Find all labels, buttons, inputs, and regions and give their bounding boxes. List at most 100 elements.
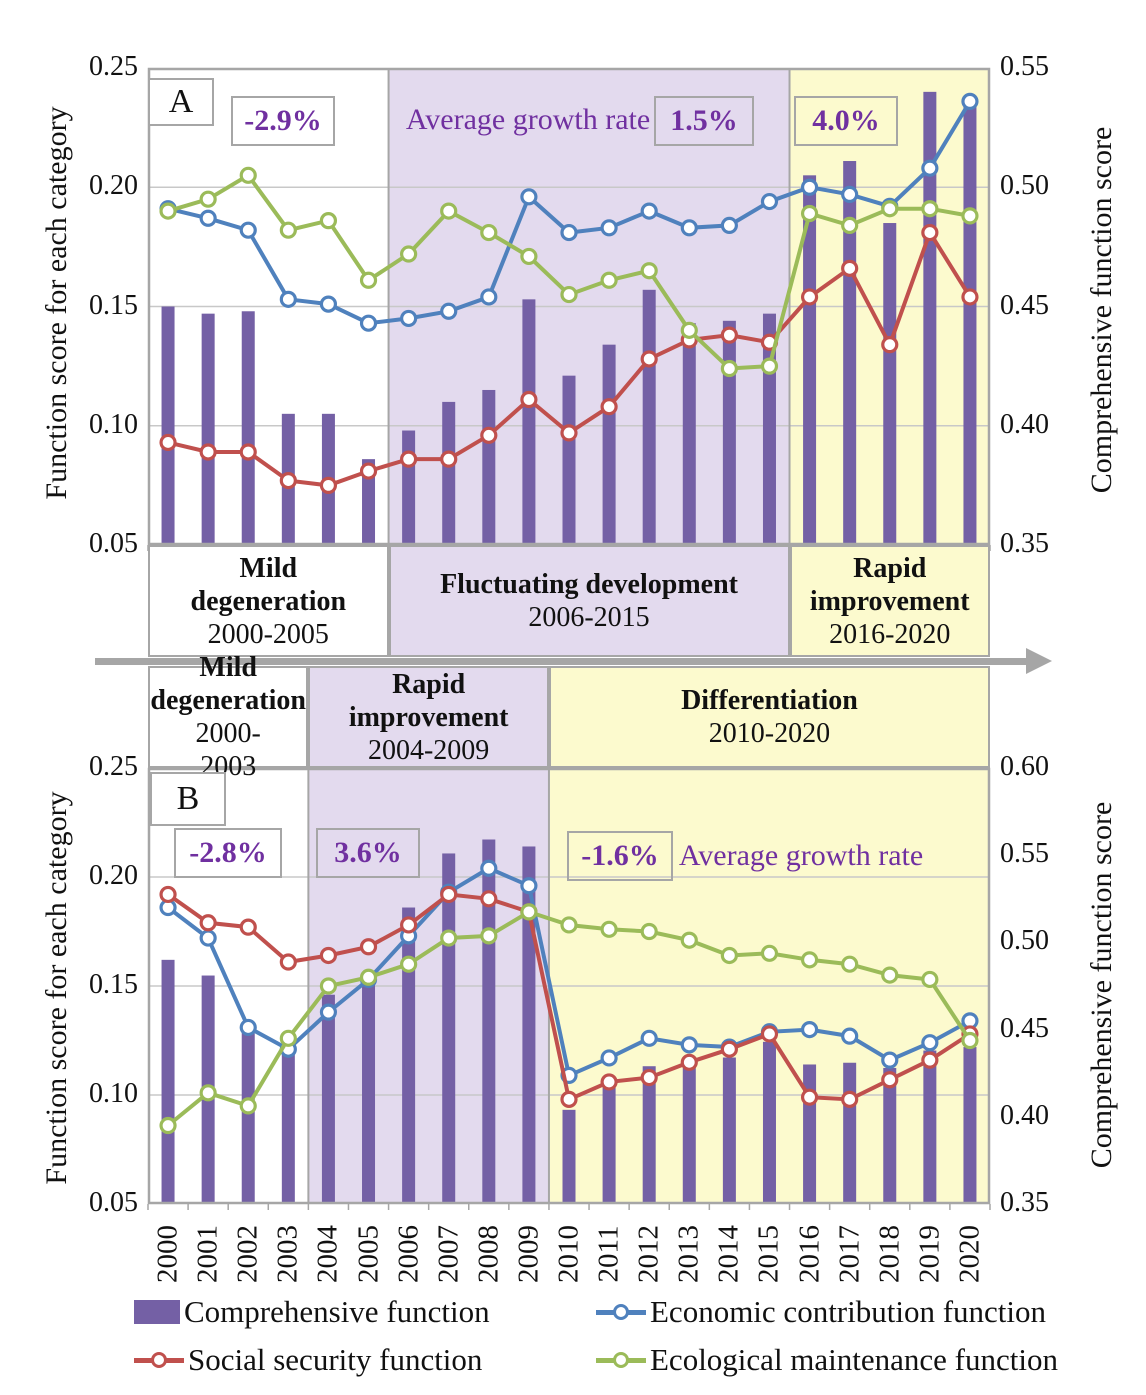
- panel-b-economic-marker-2018: [881, 1051, 899, 1069]
- panel-a-ecological-marker-2006: [400, 245, 418, 263]
- panel-b-bar-2006: [402, 907, 416, 1204]
- panel-a-social-marker-2004: [319, 476, 338, 494]
- panel-a-social-marker-2010: [560, 424, 578, 442]
- panel-b-bar-2019: [923, 1050, 937, 1204]
- x-axis-year-2006: 2006: [392, 1225, 425, 1283]
- panel-a-phase-0-name: Mild degeneration: [190, 552, 347, 617]
- panel-b-economic-marker-2016: [800, 1021, 819, 1039]
- panel-a-social-marker-2008: [480, 426, 498, 444]
- panel-a-left-tick: 0.10: [89, 408, 138, 440]
- panel-a-phase-2: Rapid improvement 2016-2020: [789, 545, 990, 657]
- panel-a-bar-2011: [602, 344, 616, 545]
- panel-a-ecological-marker-2011: [600, 271, 618, 289]
- x-axis-year-2011: 2011: [592, 1225, 625, 1283]
- panel-a-right-tick: 0.55: [1000, 51, 1049, 82]
- panel-b-ecological-marker-2006: [400, 955, 418, 973]
- panel-b-right-tick: 0.40: [1000, 1099, 1049, 1131]
- panel-a-ecological-marker-2013: [680, 321, 698, 339]
- panel-a-bar-2001: [201, 313, 215, 545]
- panel-a-social-marker-2016: [800, 288, 819, 306]
- panel-a-economic-marker-2002: [239, 221, 257, 239]
- x-axis-year-2014: 2014: [712, 1225, 745, 1283]
- panel-b-phase-2-range: 2010-2020: [708, 718, 831, 749]
- panel-a-social-marker-2006: [400, 450, 418, 468]
- x-axis-year-2019: 2019: [913, 1225, 946, 1283]
- panel-b-ecological-marker-2010: [560, 916, 578, 934]
- x-axis-year-2008: 2008: [472, 1225, 505, 1283]
- panel-a-right-tick: 0.45: [1000, 289, 1049, 321]
- panel-b-bar-2002: [241, 1027, 255, 1204]
- panel-a-ecological-marker-2005: [359, 271, 378, 289]
- legend-line-marker-icon: [596, 1348, 646, 1372]
- panel-b-phase-2: Differentiation 2010-2020: [548, 666, 990, 768]
- panel-a-bar-2008: [482, 389, 496, 545]
- panel-b-right-tick: 0.45: [1000, 1012, 1049, 1044]
- panel-a-bar-2007: [442, 401, 456, 545]
- panel-a-economic-marker-2016: [800, 178, 819, 196]
- panel-a-bar-2006: [402, 430, 416, 545]
- legend-item-social: Social security function: [134, 1342, 482, 1378]
- panel-b-economic-marker-2001: [199, 929, 217, 947]
- panel-b-social-marker-2000: [159, 885, 177, 904]
- panel-a-ecological-marker-2004: [319, 212, 338, 230]
- panel-b-right-tick: 0.60: [1000, 751, 1049, 782]
- panel-b-bar-2004: [321, 994, 335, 1204]
- legend-label: Ecological maintenance function: [650, 1342, 1058, 1377]
- panel-b-phase-1-name: Rapid improvement: [348, 668, 509, 733]
- panel-b-ecological-marker-2020: [961, 1031, 979, 1050]
- panel-b-growth-rate-label: Average growth rate: [678, 839, 924, 872]
- panel-a-ecological-marker-2017: [841, 216, 859, 235]
- x-axis-year-2017: 2017: [833, 1225, 866, 1283]
- panel-b-social-marker-2015: [760, 1025, 779, 1043]
- panel-a-ecological-marker-2015: [760, 357, 779, 375]
- panel-b-social-marker-2005: [359, 938, 378, 956]
- panel-a-right-tick: 0.40: [1000, 408, 1049, 440]
- panel-b-phase-1-range: 2004-2009: [367, 734, 490, 766]
- panel-a-economic-marker-2010: [560, 223, 578, 242]
- panel-b-economic-marker-2012: [640, 1029, 658, 1047]
- panel-a-social-marker-2017: [841, 259, 859, 277]
- panel-b-ecological-marker-2000: [159, 1116, 177, 1135]
- legend-item-ecological: Ecological maintenance function: [596, 1342, 1058, 1378]
- panel-b-bar-2020: [963, 1047, 977, 1204]
- x-axis-year-2002: 2002: [231, 1225, 264, 1283]
- panel-b-bar-2011: [602, 1083, 616, 1204]
- panel-a-social-marker-2014: [720, 326, 738, 344]
- panel-a-economic-marker-2006: [400, 309, 418, 328]
- panel-b-growth-rate-2: -1.6%: [567, 831, 673, 881]
- panel-b-ecological-marker-2009: [520, 903, 538, 921]
- panel-a-social-marker-2019: [921, 223, 939, 242]
- panel-a-ecological-marker-2012: [640, 262, 658, 280]
- panel-a-ecological-marker-2014: [720, 359, 738, 378]
- panel-a-economic-marker-2004: [319, 295, 338, 313]
- x-axis-year-2015: 2015: [752, 1225, 785, 1283]
- panel-a-growth-rate-label: Average growth rate: [405, 103, 651, 136]
- panel-b-social-marker-2014: [720, 1040, 738, 1058]
- panel-b-bar-2013: [682, 1064, 696, 1204]
- panel-a-growth-rate-1: 1.5%: [654, 96, 754, 146]
- panel-a-plot-border: [147, 67, 991, 546]
- panel-b-ecological-marker-2007: [440, 929, 458, 947]
- legend-label: Social security function: [188, 1342, 483, 1377]
- panel-b-social-marker-2007: [440, 885, 458, 904]
- panel-b-ecological-marker-2001: [199, 1084, 217, 1102]
- panel-a-bar-2013: [682, 323, 696, 545]
- panel-b-ecological-marker-2011: [600, 920, 618, 938]
- panel-b-social-marker-2003: [279, 953, 297, 971]
- panel-a-ecological-marker-2001: [199, 190, 217, 208]
- panel-a-bar-2000: [161, 306, 175, 545]
- panel-a-economic-marker-2003: [279, 290, 297, 308]
- panel-b-left-tick: 0.15: [89, 969, 138, 1000]
- panel-b-growth-rate-1: 3.6%: [316, 828, 420, 878]
- panel-a-economic-marker-2012: [640, 202, 658, 220]
- panel-b-economic-marker-2019: [921, 1034, 939, 1052]
- panel-a-social-marker-2020: [961, 288, 979, 306]
- panel-a-bar-2005: [362, 459, 376, 545]
- panel-a-left-tick: 0.25: [89, 51, 138, 82]
- panel-a-social-marker-2001: [199, 443, 217, 461]
- panel-b-growth-rate-0: -2.8%: [174, 828, 282, 878]
- x-axis-year-2020: 2020: [953, 1225, 986, 1283]
- panel-b-bar-2005: [362, 972, 376, 1204]
- panel-a-ecological-marker-2016: [800, 204, 819, 223]
- panel-b-right-tick: 0.50: [1000, 925, 1049, 957]
